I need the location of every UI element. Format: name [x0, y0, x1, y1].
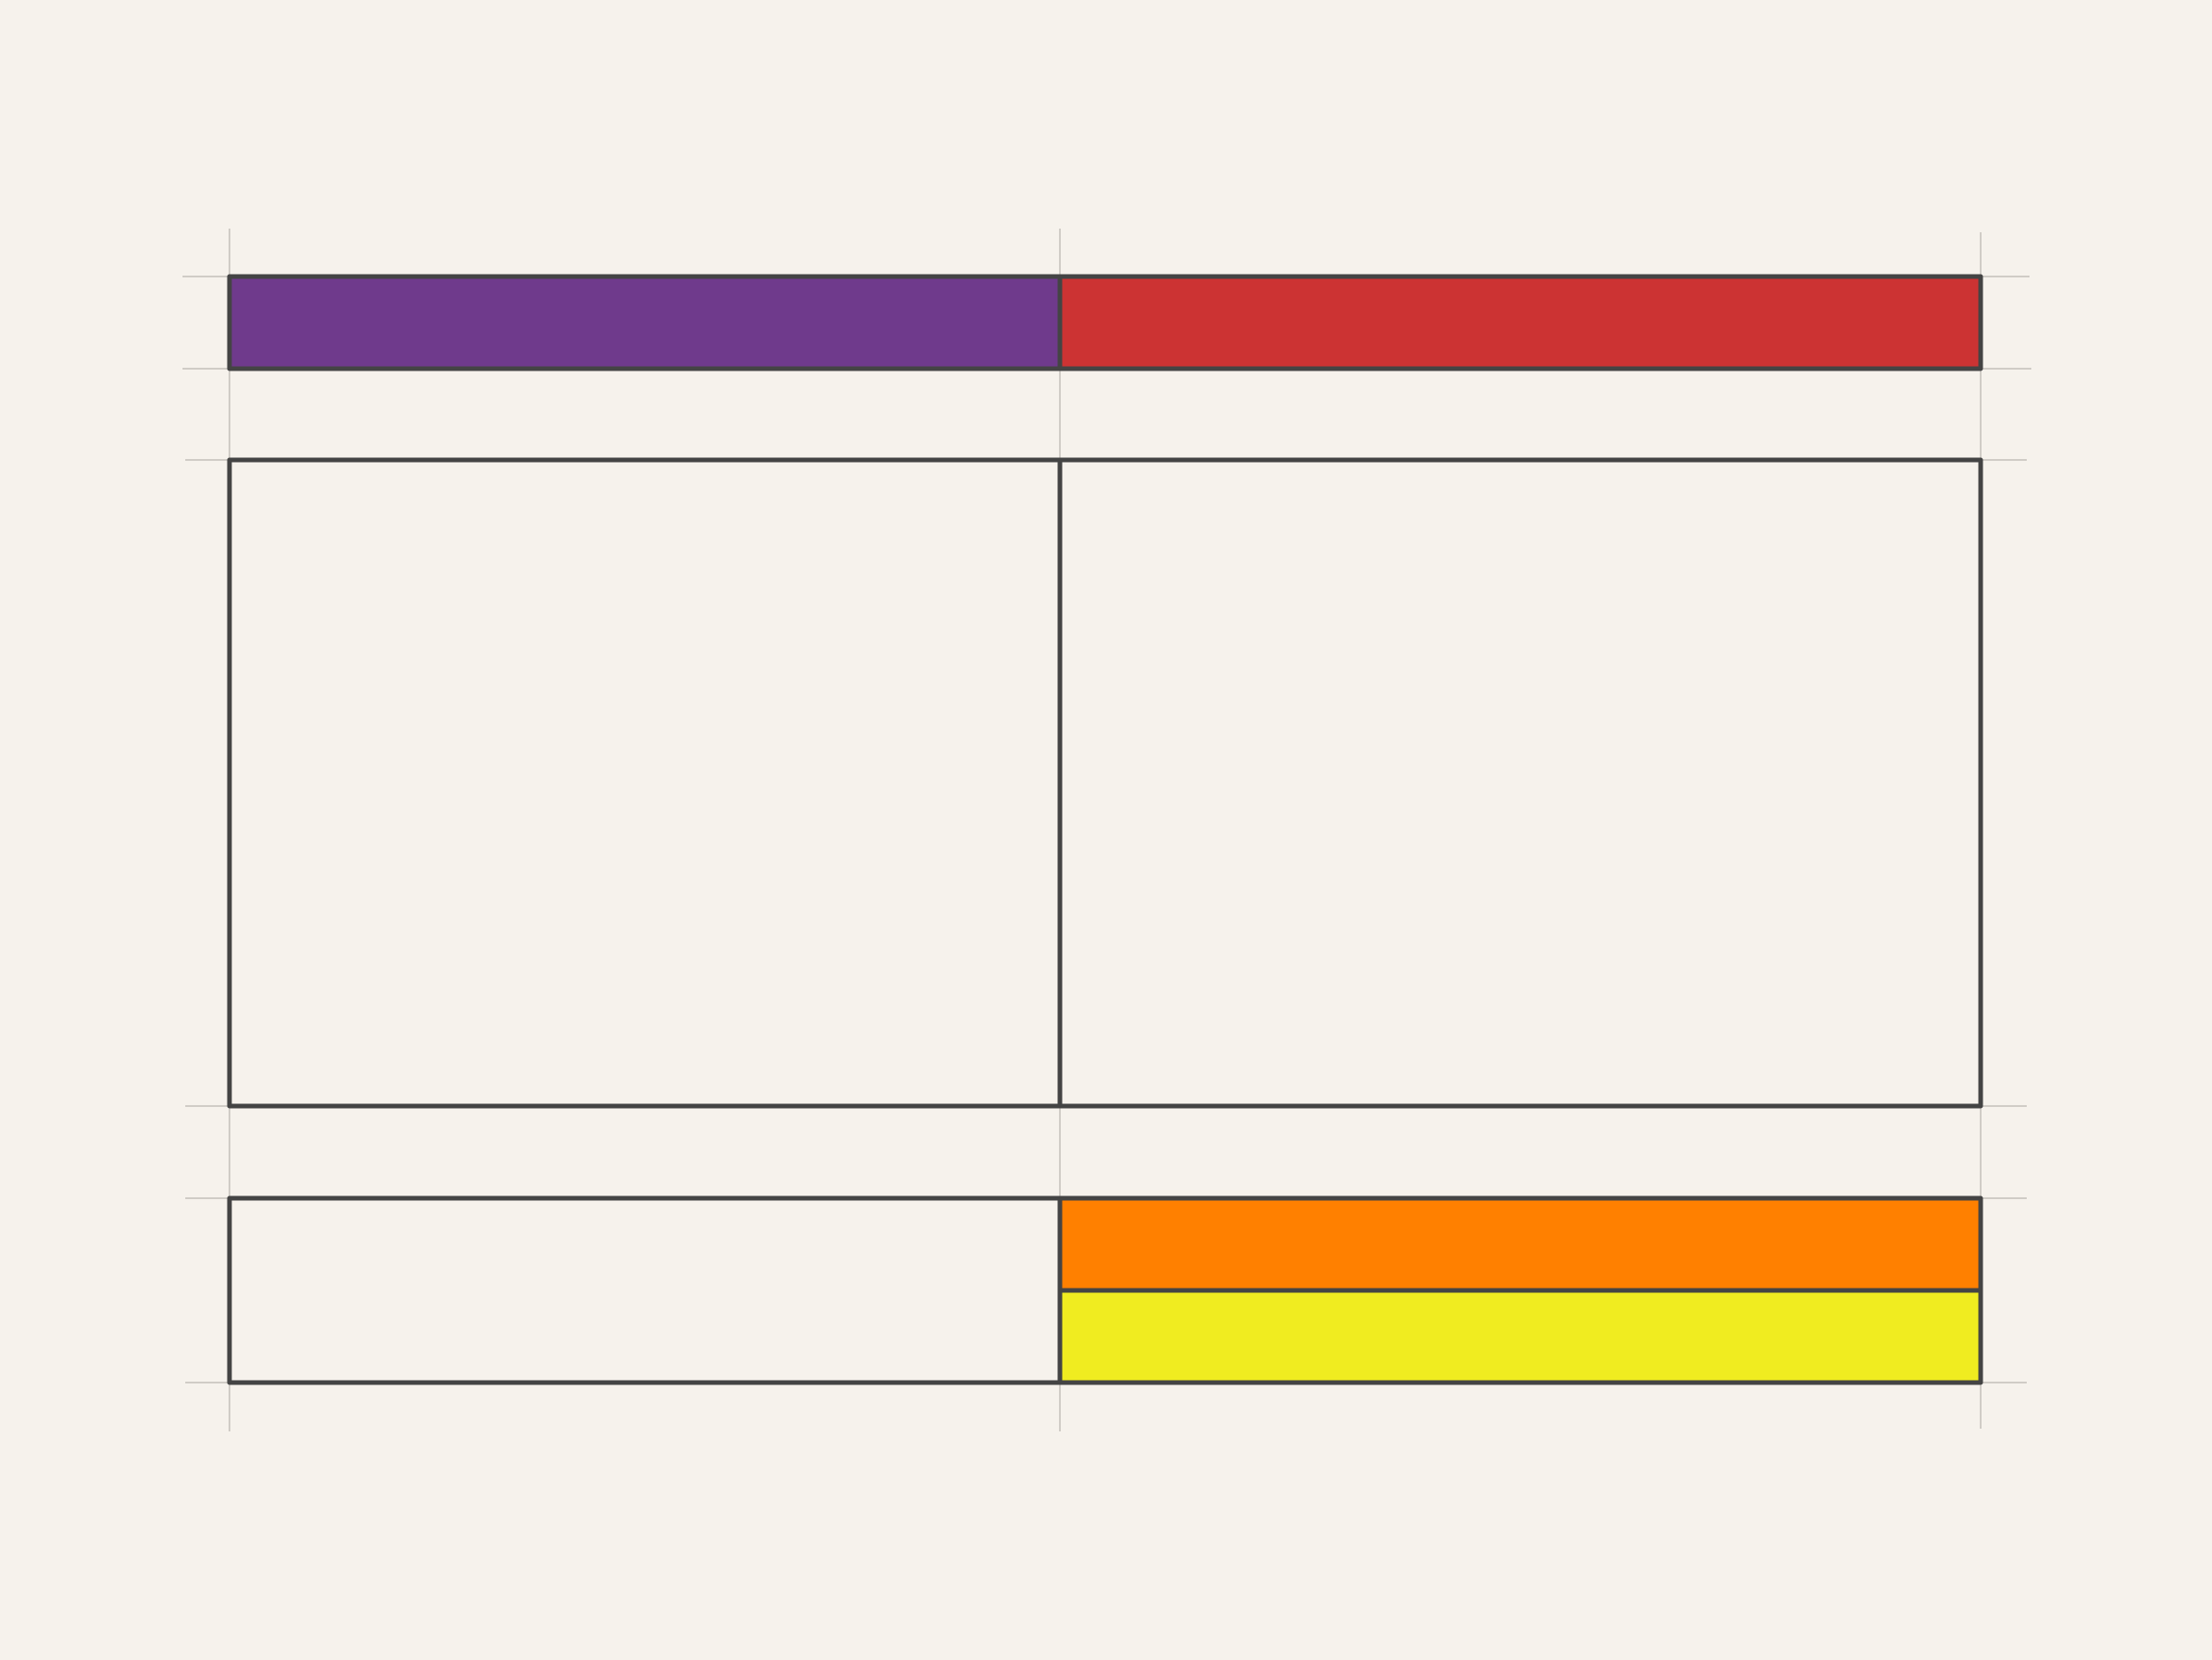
- top-right-cell: [1057, 274, 1983, 371]
- bottom-right-lower-cell: [1057, 1288, 1983, 1385]
- middle-right-cell: [1057, 457, 1983, 1109]
- bottom-right-upper-cell: [1057, 1195, 1983, 1293]
- bottom-left-cell: [227, 1195, 1063, 1385]
- middle-left-cell: [227, 457, 1063, 1109]
- cells: [227, 274, 1983, 1385]
- top-left-cell: [227, 274, 1063, 371]
